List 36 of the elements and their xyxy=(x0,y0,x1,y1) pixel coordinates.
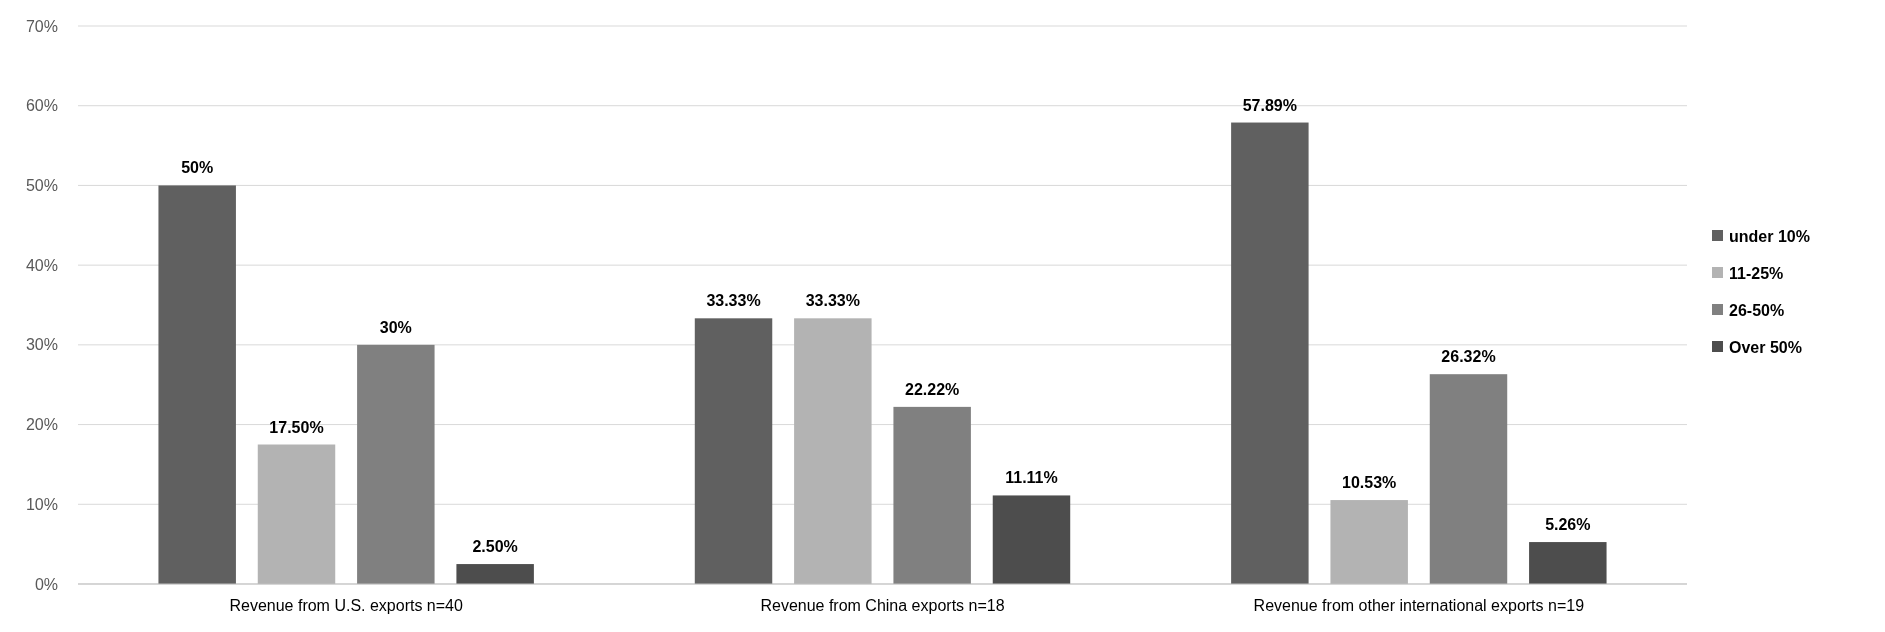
y-tick-label: 20% xyxy=(25,416,58,434)
bar xyxy=(456,564,534,584)
x-tick-label: Revenue from other international exports n=19 xyxy=(1253,597,1585,614)
bar xyxy=(1429,374,1508,584)
x-tick-label: Revenue from U.S. exports n=40 xyxy=(229,597,463,614)
bar xyxy=(357,344,435,584)
data-label: 17.50% xyxy=(269,418,324,436)
data-label: 33.33% xyxy=(805,292,860,310)
bar xyxy=(992,495,1071,584)
data-label: 22.22% xyxy=(905,380,960,398)
y-tick-label: 30% xyxy=(25,336,58,354)
y-tick-label: 70% xyxy=(25,17,58,35)
y-tick-label: 40% xyxy=(25,256,58,274)
data-label: 26.32% xyxy=(1441,348,1496,366)
data-label: 10.53% xyxy=(1342,474,1397,492)
data-label: 33.33% xyxy=(706,292,761,310)
legend-label: Over 50% xyxy=(1729,338,1802,356)
bar xyxy=(694,318,773,584)
y-tick-label: 0% xyxy=(34,575,58,593)
x-tick-label: Revenue from China exports n=18 xyxy=(760,597,1005,614)
legend-label: 11-25% xyxy=(1729,264,1784,282)
legend-label: 26-50% xyxy=(1729,301,1785,319)
data-label: 5.26% xyxy=(1545,516,1591,534)
data-label: 11.11% xyxy=(1005,469,1058,487)
y-tick-label: 10% xyxy=(25,495,58,513)
data-label: 30% xyxy=(379,318,412,336)
data-label: 50% xyxy=(181,159,214,177)
y-tick-label: 50% xyxy=(25,177,58,195)
y-tick-label: 60% xyxy=(25,97,58,115)
bar xyxy=(1529,542,1607,584)
data-label: 57.89% xyxy=(1242,96,1297,114)
data-label: 2.50% xyxy=(472,538,518,556)
bar xyxy=(893,406,971,584)
bar xyxy=(158,185,236,584)
legend-label: under 10% xyxy=(1729,227,1810,245)
bar xyxy=(1231,122,1309,584)
